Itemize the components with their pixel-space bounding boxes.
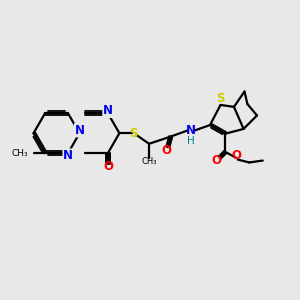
Text: S: S <box>130 127 138 140</box>
Text: CH₃: CH₃ <box>11 148 28 158</box>
Text: N: N <box>63 149 73 162</box>
Text: N: N <box>74 124 85 137</box>
Text: N: N <box>103 104 113 117</box>
Text: CH₃: CH₃ <box>141 158 157 166</box>
Text: O: O <box>103 160 113 173</box>
Text: O: O <box>231 149 242 162</box>
Text: H: H <box>187 136 195 146</box>
Text: S: S <box>216 92 225 105</box>
Text: O: O <box>212 154 222 167</box>
Text: N: N <box>186 124 196 137</box>
Text: O: O <box>162 143 172 157</box>
